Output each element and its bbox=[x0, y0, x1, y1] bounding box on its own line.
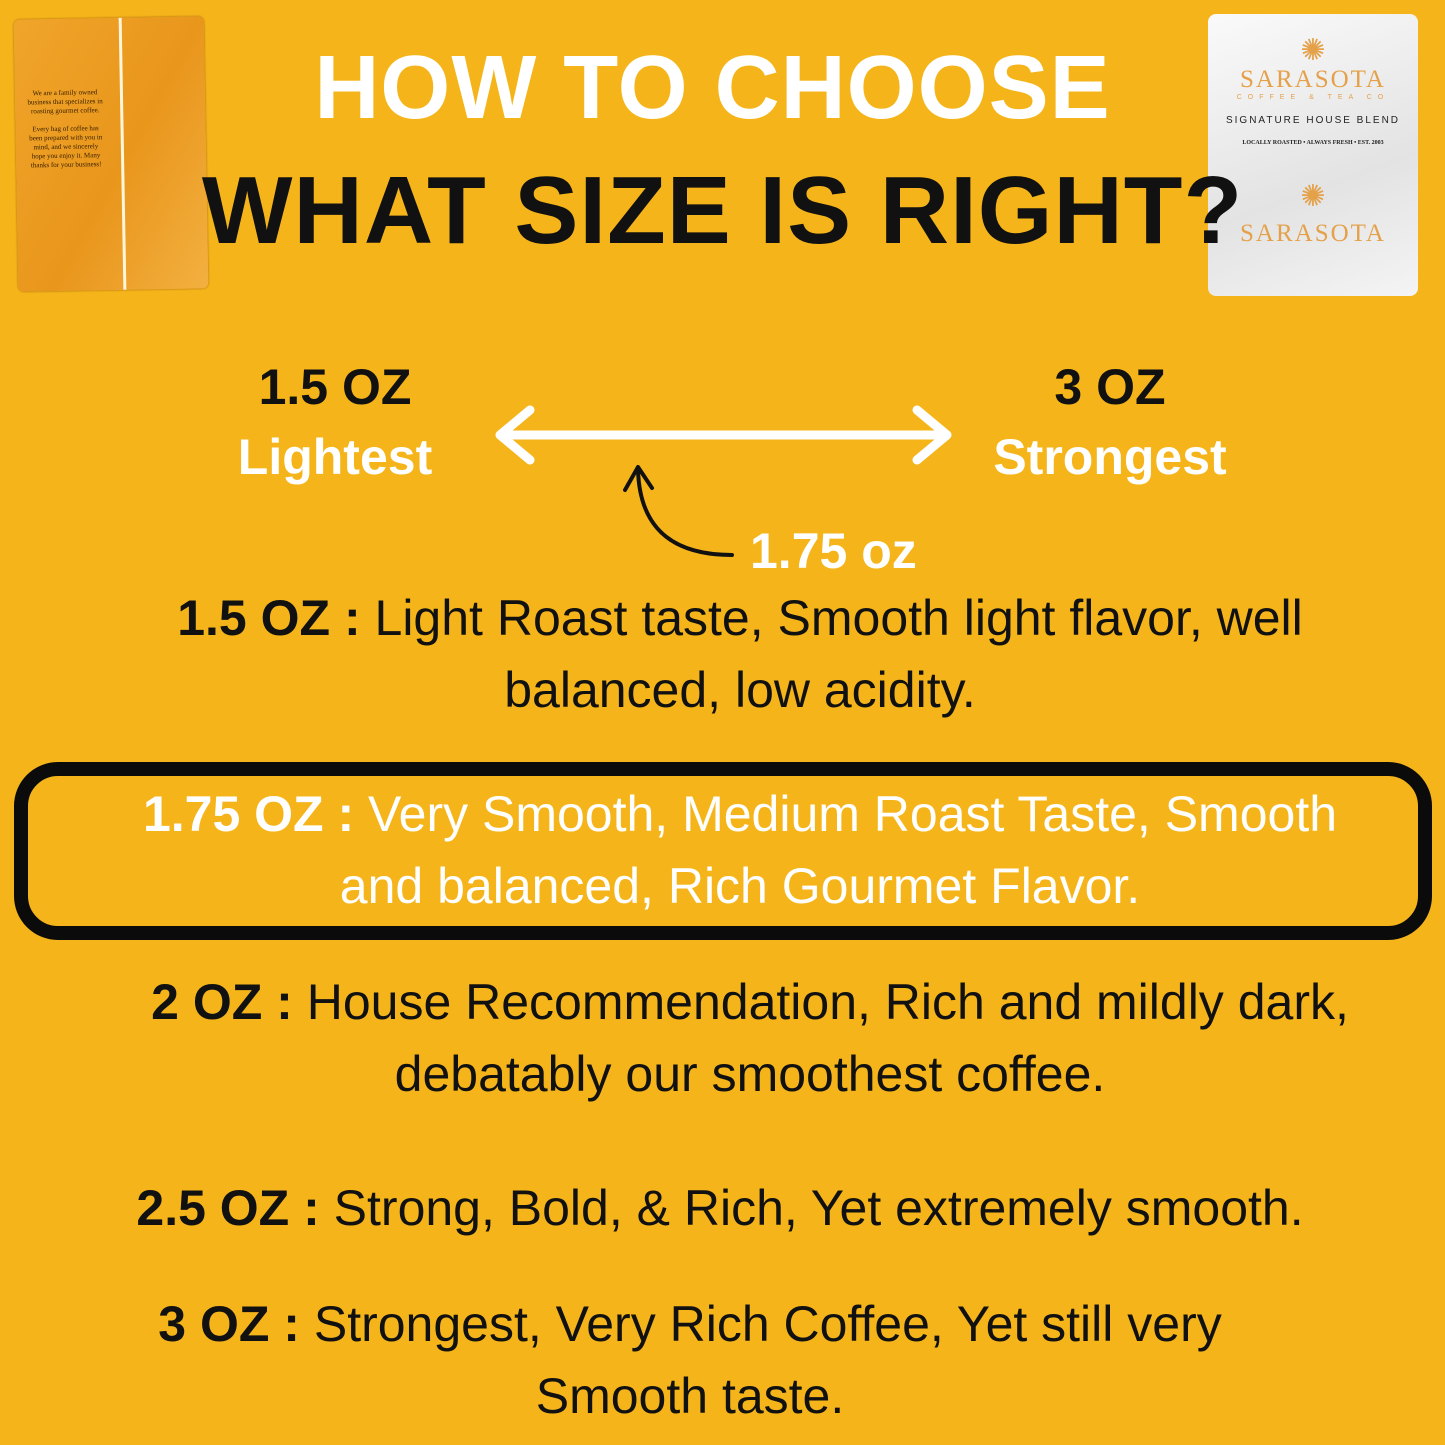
size-label: 2 OZ : bbox=[151, 974, 293, 1030]
packet-blend: SIGNATURE HOUSE BLEND bbox=[1225, 115, 1401, 126]
coffee-packet-front-image: ✺ SARASOTA COFFEE & TEA CO SIGNATURE HOU… bbox=[1208, 14, 1418, 296]
scale-left-descriptor: Lightest bbox=[237, 429, 433, 485]
description-line: Light Roast taste, Smooth light flavor, … bbox=[374, 590, 1303, 646]
scale-right-descriptor: Strongest bbox=[993, 429, 1227, 485]
description-line: House Recommendation, Rich and mildly da… bbox=[306, 974, 1349, 1030]
title-line-1: HOW TO CHOOSE bbox=[314, 38, 1111, 138]
packet-subbrand: COFFEE & TEA CO bbox=[1236, 94, 1390, 101]
description-line: Strong, Bold, & Rich, Yet extremely smoo… bbox=[333, 1180, 1304, 1236]
description-line: Smooth taste. bbox=[535, 1368, 845, 1424]
size-description-1-75oz: 1.75 OZ : Very Smooth, Medium Roast Tast… bbox=[60, 778, 1420, 922]
packet-brand: SARASOTA bbox=[1240, 66, 1386, 93]
description-line: balanced, low acidity. bbox=[504, 662, 976, 718]
description-line: debatably our smoothest coffee. bbox=[394, 1046, 1106, 1102]
description-line: Very Smooth, Medium Roast Taste, Smooth bbox=[368, 786, 1338, 842]
size-label: 2.5 OZ : bbox=[136, 1180, 320, 1236]
size-description-2oz: 2 OZ : House Recommendation, Rich and mi… bbox=[70, 966, 1430, 1110]
packet-tagline: LOCALLY ROASTED • ALWAYS FRESH • EST. 20… bbox=[1242, 140, 1384, 146]
highlight-box bbox=[14, 762, 1432, 940]
size-description-1-5oz: 1.5 OZ : Light Roast taste, Smooth light… bbox=[60, 582, 1420, 726]
curved-pointer-arrow-icon bbox=[623, 465, 734, 557]
description-line: and balanced, Rich Gourmet Flavor. bbox=[339, 858, 1141, 914]
size-label: 1.5 OZ : bbox=[177, 590, 361, 646]
size-label: 3 OZ : bbox=[158, 1296, 300, 1352]
scale-right-label: 3 OZ Strongest bbox=[960, 352, 1260, 492]
scale-left-size: 1.5 OZ bbox=[258, 359, 412, 415]
double-arrow-icon bbox=[495, 405, 952, 465]
title-line-2: WHAT SIZE IS RIGHT? bbox=[201, 157, 1244, 264]
packet-brand-bottom: SARASOTA bbox=[1240, 220, 1386, 247]
scale-marker-label: 1.75 oz bbox=[750, 523, 917, 579]
scale-right-size: 3 OZ bbox=[1054, 359, 1166, 415]
scale-left-label: 1.5 OZ Lightest bbox=[200, 352, 470, 492]
sun-logo-icon: ✺ bbox=[1300, 34, 1326, 67]
sun-logo-icon: ✺ bbox=[1300, 180, 1326, 213]
size-description-3oz: 3 OZ : Strongest, Very Rich Coffee, Yet … bbox=[10, 1288, 1370, 1432]
size-label: 1.75 OZ : bbox=[142, 786, 355, 842]
description-line: Strongest, Very Rich Coffee, Yet still v… bbox=[313, 1296, 1222, 1352]
size-description-2-5oz: 2.5 OZ : Strong, Bold, & Rich, Yet extre… bbox=[40, 1172, 1400, 1244]
strength-scale-arrows bbox=[495, 405, 952, 557]
